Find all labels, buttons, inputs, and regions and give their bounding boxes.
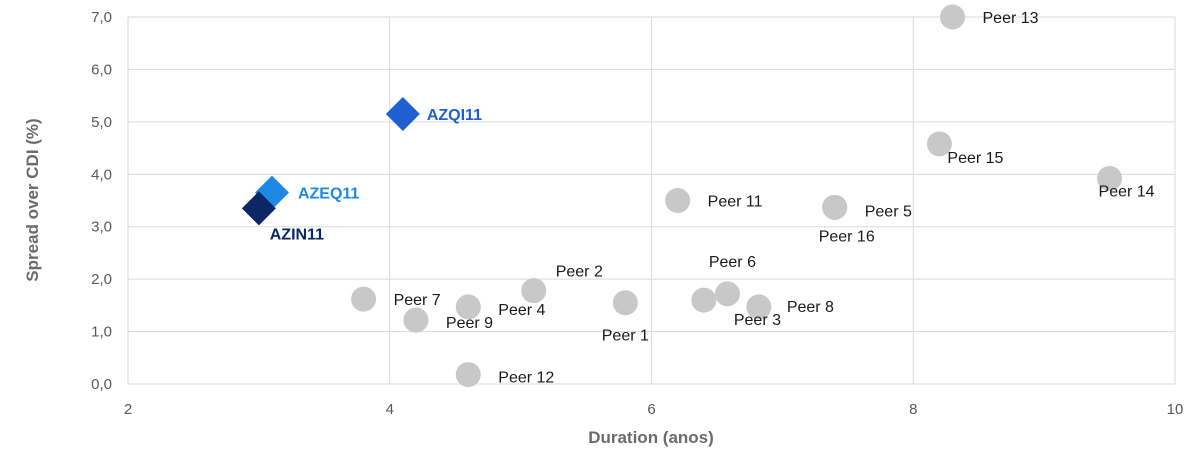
- point-peer-11: [665, 188, 691, 213]
- label-peer-3: Peer 3: [734, 312, 781, 329]
- x-tick-label: 10: [1167, 401, 1184, 418]
- point-peer-3: [691, 287, 717, 313]
- label-peer-6: Peer 6: [709, 254, 756, 271]
- point-peer-2: [521, 278, 547, 304]
- gridlines: [127, 16, 1176, 385]
- label-azeq11: AZEQ11: [298, 186, 359, 203]
- point-peer-7: [351, 286, 377, 312]
- y-tick-label: 0,0: [91, 376, 112, 393]
- label-peer-13: Peer 13: [983, 10, 1039, 27]
- label-peer-5: Peer 5: [865, 203, 912, 220]
- x-tick-label: 4: [386, 401, 394, 418]
- label-peer-1: Peer 1: [602, 328, 649, 345]
- point-peer-14: [1097, 165, 1123, 191]
- label-azin11: AZIN11: [270, 226, 324, 243]
- y-tick-label: 5,0: [91, 114, 112, 131]
- label-peer-9: Peer 9: [446, 315, 493, 332]
- label-peer-16: Peer 16: [819, 228, 875, 245]
- label-peer-15: Peer 15: [947, 150, 1003, 167]
- x-tick-label: 8: [909, 401, 917, 418]
- point-peer-1: [612, 290, 638, 316]
- point-peer-12: [455, 362, 481, 388]
- point-peer-6: [714, 281, 740, 307]
- x-axis-title: Duration (anos): [588, 428, 714, 447]
- point-peer-8: [746, 294, 772, 320]
- point-peer-4: [455, 294, 481, 320]
- label-peer-11: Peer 11: [708, 194, 763, 211]
- data-points: [241, 4, 1123, 388]
- x-tick-label: 2: [124, 401, 132, 418]
- point-peer-15: [926, 131, 952, 157]
- point-azqi11: [385, 96, 420, 131]
- label-peer-4: Peer 4: [498, 302, 545, 319]
- y-tick-label: 1,0: [91, 324, 112, 341]
- y-tick-label: 7,0: [91, 9, 112, 26]
- point-peer-16: [822, 194, 848, 220]
- y-tick-label: 3,0: [91, 219, 112, 236]
- y-tick-label: 4,0: [91, 166, 112, 183]
- data-labels: Peer 1 Peer 2 Peer 3 Peer 4 Peer 5 Peer 6 Peer…: [270, 10, 1155, 387]
- label-peer-7: Peer 7: [394, 292, 441, 309]
- axis-ticks: 0,0 1,0 2,0 3,0 4,0 5,0 6,0 7,0 2 4 6 8 10: [91, 9, 1183, 418]
- label-azqi11: AZQI11: [427, 107, 482, 124]
- label-peer-2: Peer 2: [556, 264, 603, 281]
- point-peer-13: [940, 4, 966, 30]
- label-peer-12: Peer 12: [498, 370, 554, 387]
- label-peer-8: Peer 8: [787, 299, 834, 316]
- y-tick-label: 2,0: [91, 271, 112, 288]
- label-peer-14: Peer 14: [1099, 183, 1155, 200]
- y-axis-title: Spread over CDI (%): [23, 118, 42, 281]
- point-peer-9: [403, 307, 429, 333]
- x-tick-label: 6: [647, 401, 655, 418]
- y-tick-label: 6,0: [91, 61, 112, 78]
- point-azin11: [241, 191, 276, 226]
